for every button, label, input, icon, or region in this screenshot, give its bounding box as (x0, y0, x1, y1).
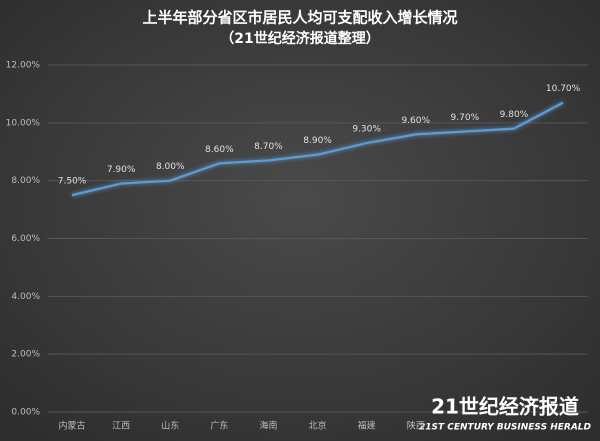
y-tick-label: 8.00% (11, 176, 40, 186)
data-label: 9.80% (500, 110, 529, 120)
y-tick-label: 6.00% (11, 234, 40, 244)
x-tick-label: 内蒙古 (59, 420, 86, 432)
line (71, 101, 564, 197)
y-tick-label: 12.00% (6, 61, 41, 71)
data-label: 8.70% (254, 142, 283, 152)
data-label: 8.00% (156, 162, 185, 172)
data-label: 8.90% (303, 136, 332, 146)
x-tick-label: 陕西 (407, 420, 425, 432)
chart-subtitle: （21世纪经济报道整理） (220, 30, 379, 47)
x-tick-label: 江西 (112, 421, 130, 432)
data-label: 9.30% (352, 125, 381, 135)
watermark: 21世纪经济报道 (431, 395, 579, 419)
data-label: 7.90% (107, 165, 136, 175)
y-tick-label: 4.00% (11, 292, 40, 302)
data-label: 9.70% (451, 113, 480, 123)
data-label: 8.60% (205, 145, 234, 155)
x-tick-label: 山东 (161, 420, 179, 432)
x-tick-label: 广东 (210, 420, 228, 432)
watermark-en: 21ST CENTURY BUSINESS HERALD (419, 423, 592, 433)
y-tick-label: 2.00% (11, 350, 40, 360)
chart-title: 上半年部分省区市居民人均可支配收入增长情况 (142, 9, 457, 27)
x-tick-label: 海南 (259, 420, 277, 432)
data-label: 9.60% (401, 116, 430, 126)
data-label: 10.70% (546, 84, 581, 94)
x-tick-label: 福建 (358, 420, 376, 432)
y-tick-label: 10.00% (6, 118, 41, 128)
y-tick-label: 0.00% (11, 408, 40, 418)
x-tick-label: 北京 (309, 420, 327, 432)
data-label: 7.50% (58, 177, 87, 187)
